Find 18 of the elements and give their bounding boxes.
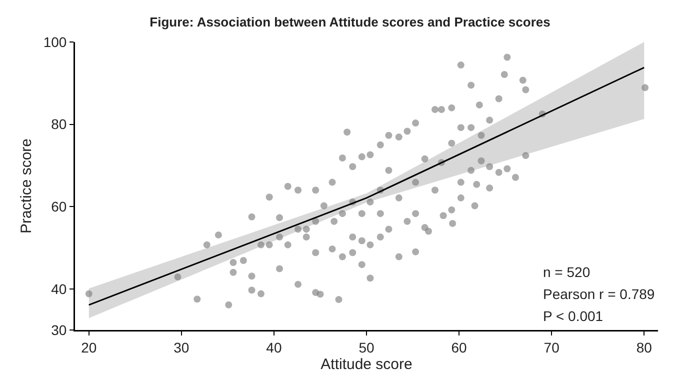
y-axis-title: Practice score — [18, 138, 35, 234]
x-axis-title: Attitude score — [320, 356, 412, 374]
chart-title: Figure: Association between Attitude scores and Practice scores — [150, 14, 550, 30]
y-tick-label: 40 — [51, 280, 67, 297]
annotation: n = 520 — [543, 264, 590, 280]
x-tick-label: 80 — [636, 339, 652, 356]
x-tick-label: 30 — [174, 339, 190, 356]
x-tick-label: 70 — [544, 339, 560, 356]
y-tick-label: 30 — [51, 322, 67, 338]
x-tick-label: 20 — [81, 339, 97, 356]
y-tick-label: 80 — [51, 116, 67, 132]
y-tick-label: 60 — [51, 198, 67, 214]
x-tick-label: 60 — [451, 339, 468, 356]
annotation: Pearson r = 0.789 — [543, 286, 655, 302]
annotation: P < 0.001 — [543, 308, 604, 324]
y-tick-label: 100 — [43, 34, 67, 50]
x-tick-label: 50 — [358, 339, 374, 356]
x-tick-label: 40 — [266, 339, 282, 356]
